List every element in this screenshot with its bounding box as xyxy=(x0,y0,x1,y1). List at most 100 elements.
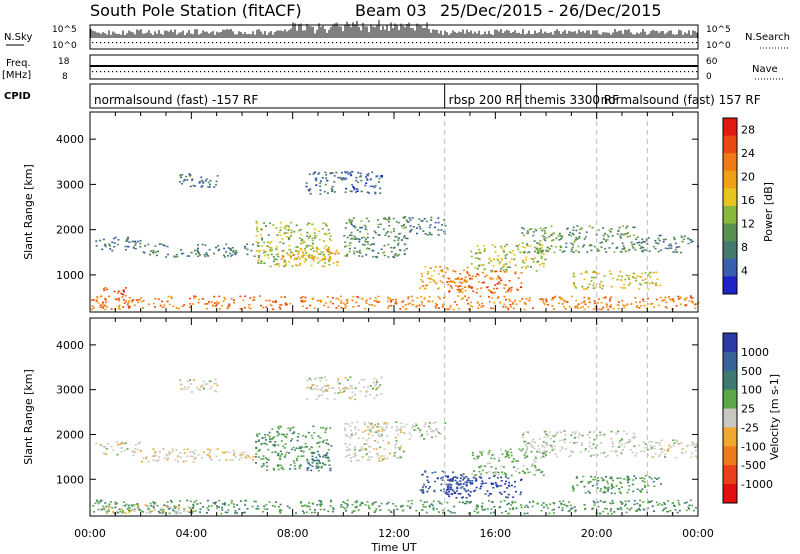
data-cell xyxy=(618,491,621,493)
data-cell xyxy=(560,431,562,434)
data-cell xyxy=(369,427,372,430)
data-cell xyxy=(305,505,308,508)
data-cell xyxy=(297,256,300,258)
data-cell xyxy=(189,297,191,300)
data-cell xyxy=(561,297,564,300)
data-cell xyxy=(464,286,466,288)
data-cell xyxy=(388,218,391,220)
data-cell xyxy=(245,456,248,459)
data-cell xyxy=(626,491,629,494)
data-cell xyxy=(632,234,635,237)
data-cell xyxy=(444,492,447,495)
data-cell xyxy=(546,246,549,249)
data-cell xyxy=(603,275,606,277)
data-cell xyxy=(445,483,448,486)
data-cell xyxy=(660,483,662,485)
data-cell xyxy=(456,477,459,479)
data-cell xyxy=(106,288,109,291)
data-cell xyxy=(638,307,641,309)
data-cell xyxy=(100,295,103,298)
data-cell xyxy=(330,445,333,447)
data-cell xyxy=(639,247,642,249)
data-cell xyxy=(361,226,364,229)
data-cell xyxy=(639,504,641,506)
data-cell xyxy=(180,388,183,390)
data-cell xyxy=(230,500,233,502)
data-cell xyxy=(258,258,261,261)
data-cell xyxy=(209,387,212,390)
data-cell xyxy=(430,275,433,277)
colorbar-tick-label: 24 xyxy=(741,147,755,160)
data-cell xyxy=(695,444,698,447)
data-cell xyxy=(650,500,653,503)
data-cell xyxy=(614,449,617,452)
data-cell xyxy=(213,302,216,304)
data-cell xyxy=(247,306,250,309)
data-cell xyxy=(441,470,444,473)
nave-dot xyxy=(452,71,454,73)
data-cell xyxy=(307,237,310,240)
data-cell xyxy=(112,449,115,451)
nave-dot xyxy=(416,71,418,73)
data-cell xyxy=(141,460,143,463)
data-cell xyxy=(570,242,573,245)
data-cell xyxy=(340,300,343,302)
data-cell xyxy=(375,508,378,510)
data-cell xyxy=(290,221,293,224)
data-cell xyxy=(177,460,179,463)
data-cell xyxy=(247,455,250,457)
nsearch-dot xyxy=(344,42,346,44)
data-cell xyxy=(288,244,291,247)
data-cell xyxy=(127,307,130,309)
data-cell xyxy=(600,477,603,479)
data-cell xyxy=(167,457,170,459)
data-cell xyxy=(330,188,333,190)
data-cell xyxy=(400,456,403,459)
data-cell xyxy=(477,274,480,276)
nsearch-dot xyxy=(628,42,630,44)
data-cell xyxy=(234,252,237,254)
nave-dot xyxy=(236,71,238,73)
data-cell xyxy=(331,252,334,254)
data-cell xyxy=(425,501,428,503)
data-cell xyxy=(258,433,261,435)
data-cell xyxy=(134,451,137,454)
data-cell xyxy=(378,430,381,432)
data-cell xyxy=(134,242,137,244)
data-cell xyxy=(365,453,368,455)
data-cell xyxy=(617,430,620,433)
data-cell xyxy=(316,385,319,387)
data-cell xyxy=(517,460,520,462)
data-cell xyxy=(581,285,584,288)
nsearch-dot xyxy=(536,42,538,44)
data-cell xyxy=(156,504,159,507)
data-cell xyxy=(346,379,349,381)
data-cell xyxy=(584,507,587,510)
y-tick-label: 4000 xyxy=(56,339,84,352)
data-cell xyxy=(356,459,359,462)
data-cell xyxy=(525,267,528,270)
data-cell xyxy=(441,306,444,308)
nsearch-dot xyxy=(136,42,138,44)
data-cell xyxy=(304,504,307,506)
data-cell xyxy=(466,272,469,275)
data-cell xyxy=(462,483,465,485)
data-cell xyxy=(596,444,599,447)
data-cell xyxy=(492,258,495,260)
data-cell xyxy=(407,303,410,305)
data-cell xyxy=(532,500,535,502)
data-cell xyxy=(124,442,127,444)
data-cell xyxy=(105,301,108,304)
data-cell xyxy=(497,277,500,279)
data-cell xyxy=(433,281,436,283)
data-cell xyxy=(322,222,325,224)
data-cell xyxy=(545,299,548,302)
data-cell xyxy=(423,501,426,504)
data-cell xyxy=(162,508,165,511)
data-cell xyxy=(494,472,497,474)
data-cell xyxy=(487,289,490,291)
data-cell xyxy=(641,238,644,241)
nsearch-dot xyxy=(376,42,378,44)
data-cell xyxy=(343,390,346,393)
nave-dot xyxy=(564,71,566,73)
